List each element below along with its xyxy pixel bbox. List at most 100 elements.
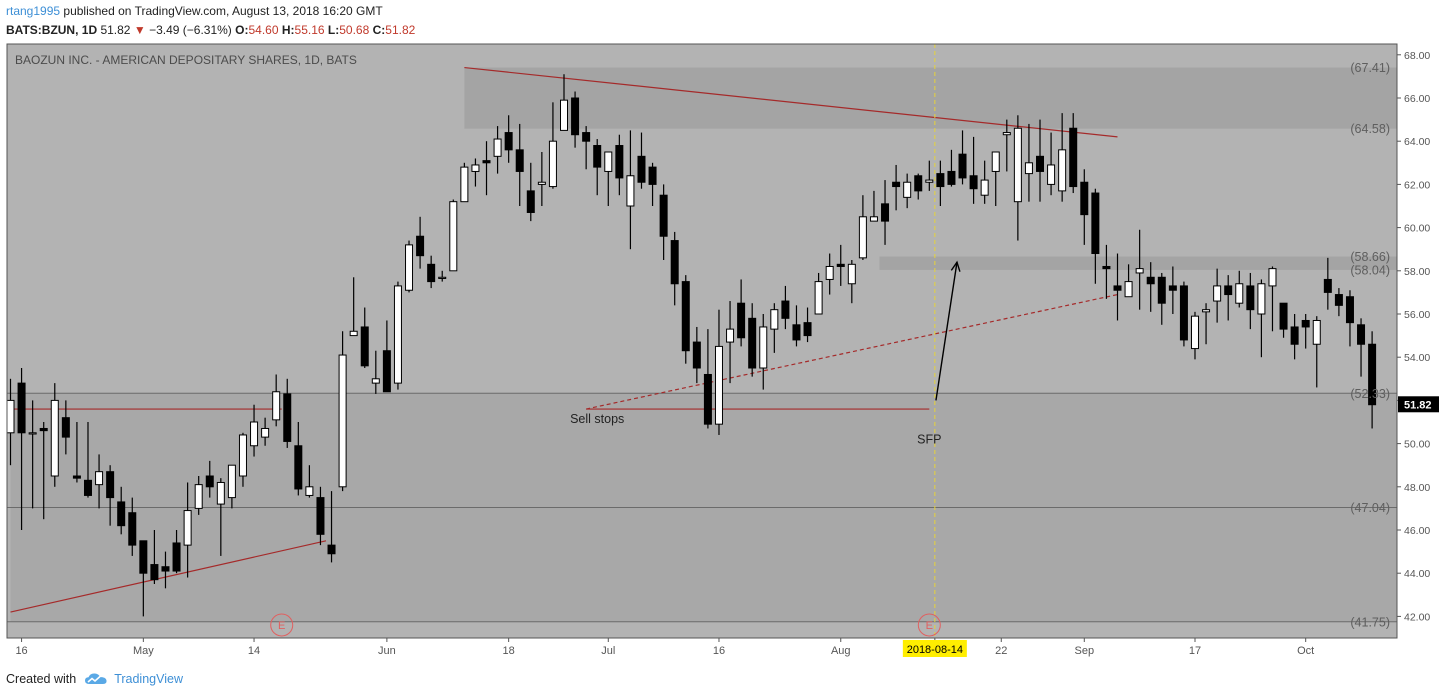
candle-down (1168, 285, 1177, 291)
symbol-label: BATS:BZUN, 1D (6, 23, 98, 37)
candle-up (626, 175, 635, 207)
candle-down (1246, 285, 1255, 311)
candle-down (526, 190, 535, 213)
candle-up (1058, 149, 1067, 192)
candle-down (1368, 343, 1377, 406)
time-tick-label: Sep (1075, 645, 1095, 657)
price-tick-label: 44.00 (1404, 568, 1430, 580)
candle-down (692, 341, 701, 369)
last-price-label: 51.82 (1404, 399, 1432, 411)
author-link[interactable]: rtang1995 (6, 4, 61, 18)
candle-up (272, 391, 281, 421)
candle-up (858, 216, 867, 259)
candle-down (427, 263, 436, 283)
down-arrow-icon: ▼ (133, 23, 146, 37)
candle-down (1279, 302, 1288, 330)
price-axis[interactable] (1397, 44, 1440, 638)
candle-down (792, 324, 801, 341)
change-text: −3.49 (−6.31%) (149, 23, 232, 37)
earnings-marker[interactable] (917, 613, 941, 637)
candle-down (659, 194, 668, 237)
candle-up (770, 309, 779, 330)
price-tick-label: 46.00 (1404, 525, 1430, 537)
low-value: 50.68 (339, 23, 370, 37)
candle-down (969, 175, 978, 190)
candle-down (836, 263, 845, 267)
publish-line: rtang1995 published on TradingView.com, … (6, 4, 383, 18)
candle-down (1091, 192, 1100, 255)
candle-up (261, 427, 270, 438)
price-tick-label: 58.00 (1404, 266, 1430, 278)
candle-down (117, 501, 126, 527)
candle-up (1047, 164, 1056, 185)
candle-up (825, 265, 834, 280)
level-label: (64.58) (1350, 122, 1390, 136)
level-label: (47.04) (1350, 501, 1390, 515)
candle-up (925, 179, 934, 183)
candle-up (471, 164, 480, 172)
projection-arrow (935, 262, 958, 401)
time-tick-label: May (133, 645, 154, 657)
candle-up (493, 138, 502, 157)
candle-down (637, 155, 646, 183)
price-chart[interactable]: Sell stops SFP E E (67.41) (64.58) (58.66)(58.… (0, 43, 1440, 663)
cursor-date-tag (902, 640, 967, 657)
candle-down (482, 160, 491, 164)
candle-up (183, 510, 192, 546)
low-label: L: (327, 23, 340, 37)
candle-up (604, 151, 613, 172)
candle-up (1013, 127, 1022, 203)
time-tick-label: Oct (1297, 645, 1314, 657)
candle-down (1146, 276, 1155, 285)
candle-up (814, 281, 823, 315)
candle-up (460, 166, 469, 203)
candle-up (1235, 283, 1244, 304)
candle-up (1024, 162, 1033, 175)
price-tick-label: 42.00 (1404, 611, 1430, 623)
chart-header: rtang1995 published on TradingView.com, … (6, 3, 1436, 43)
earnings-marker[interactable] (270, 613, 294, 637)
time-tick-label: Jun (378, 645, 396, 657)
candle-down (1102, 265, 1111, 270)
time-tick-label: Jul (601, 645, 615, 657)
candle-up (560, 99, 568, 131)
level-label: (67.41) (1350, 61, 1390, 75)
tradingview-cloud-icon (85, 673, 107, 684)
candle-down (1157, 276, 1166, 304)
candle-down (737, 302, 746, 339)
candle-down (360, 326, 369, 367)
candle-up (6, 399, 15, 434)
candle-up (759, 326, 768, 369)
time-tick-label: 17 (1189, 645, 1201, 657)
candle-down (205, 475, 214, 488)
candle-up (1213, 285, 1222, 302)
candle-down (283, 393, 292, 442)
tradingview-link[interactable]: TradingView (84, 672, 183, 686)
candle-up (227, 464, 236, 499)
candle-down (703, 373, 712, 425)
candle-up (980, 179, 989, 196)
earnings-label: E (278, 620, 285, 632)
candle-down (106, 471, 115, 499)
candle-down (648, 166, 657, 185)
candle-up (216, 481, 225, 505)
price-tick-label: 64.00 (1404, 136, 1430, 148)
price-tick-label: 62.00 (1404, 179, 1430, 191)
candle-up (250, 421, 259, 447)
candle-down (593, 145, 602, 168)
level-label: (52.33) (1350, 387, 1390, 401)
candle-down (936, 173, 945, 188)
candle-up (338, 354, 347, 488)
candle-up (95, 471, 104, 486)
arrow-head (950, 260, 961, 272)
candle-down (1334, 294, 1343, 306)
candle-up (1312, 319, 1321, 345)
time-axis[interactable] (7, 638, 1397, 658)
candle-up (194, 484, 203, 509)
candle-down (72, 475, 81, 479)
time-tick-label: Aug (831, 645, 851, 657)
candle-down (1357, 324, 1366, 345)
candle-down (128, 512, 137, 546)
candle-down (150, 564, 159, 581)
candle-down (416, 235, 425, 257)
